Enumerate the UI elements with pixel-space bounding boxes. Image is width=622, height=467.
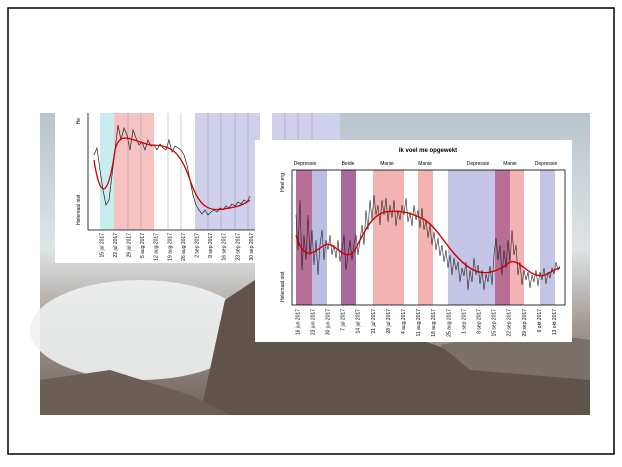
phase-label: Manie bbox=[418, 161, 432, 167]
x-tick-label: 28 jul 2017 bbox=[386, 309, 392, 334]
x-tick-label: 13 okt 2017 bbox=[552, 309, 558, 335]
x-tick-label: 7 jul 2017 bbox=[341, 309, 347, 331]
phase-label: Depressie bbox=[535, 161, 558, 167]
x-tick-label: 22 sep 2017 bbox=[507, 309, 513, 337]
phase-label: Beide bbox=[342, 161, 355, 167]
x-tick-label: 30 sep 2017 bbox=[249, 233, 255, 261]
x-tick-label: 21 jul 2017 bbox=[371, 309, 377, 334]
x-tick-label: 29 sep 2017 bbox=[522, 309, 528, 337]
x-tick-label: 22 jul 2017 bbox=[113, 233, 119, 258]
x-tick-label: 2 sep 2017 bbox=[195, 233, 201, 258]
x-tick-label: 9 sep 2017 bbox=[208, 233, 214, 258]
phase-label: Depressie bbox=[294, 161, 317, 167]
phase-label: Depressie bbox=[467, 161, 490, 167]
y-axis-label: Helemaal niet bbox=[280, 271, 286, 302]
x-tick-label: 16 sep 2017 bbox=[222, 233, 228, 261]
x-tick-label: 30 jun 2017 bbox=[326, 309, 332, 335]
phase-label: Manie bbox=[380, 161, 394, 167]
x-tick-label: 29 jul 2017 bbox=[127, 233, 133, 258]
x-tick-label: 6 okt 2017 bbox=[537, 309, 543, 333]
y-axis-label: Helemaal niet bbox=[76, 194, 82, 225]
x-tick-label: 25 aug 2017 bbox=[446, 309, 452, 337]
x-tick-label: 12 aug 2017 bbox=[154, 233, 160, 261]
x-tick-label: 14 jul 2017 bbox=[356, 309, 362, 334]
x-tick-label: 1 sep 2017 bbox=[461, 309, 467, 334]
x-tick-label: 11 aug 2017 bbox=[416, 309, 422, 337]
x-tick-label: 8 sep 2017 bbox=[477, 309, 483, 334]
y-axis-label: He bbox=[76, 118, 82, 125]
y-axis-label: Heel erg bbox=[280, 173, 286, 192]
x-tick-label: 19 aug 2017 bbox=[167, 233, 173, 261]
x-tick-label: 23 sep 2017 bbox=[235, 233, 241, 261]
page: {"front_chart": {"title": "Ik voel me op… bbox=[0, 0, 622, 462]
x-tick-label: 16 jun 2017 bbox=[295, 309, 301, 335]
x-tick-label: 26 aug 2017 bbox=[181, 233, 187, 261]
x-tick-label: 4 aug 2017 bbox=[401, 309, 407, 334]
x-tick-label: 5 aug 2017 bbox=[140, 233, 146, 258]
x-tick-label: 15 sep 2017 bbox=[492, 309, 498, 337]
x-tick-label: 18 aug 2017 bbox=[431, 309, 437, 337]
x-tick-label: 23 jun 2017 bbox=[310, 309, 316, 335]
chart-title: Ik voel me opgewekt bbox=[399, 148, 457, 154]
slide: 15 jul 2017 22 jul 2017 29 jul 2017 5 aug 2… bbox=[0, 0, 622, 462]
phase-label: Manie bbox=[503, 161, 517, 167]
x-tick-label: 15 jul 2017 bbox=[99, 233, 105, 258]
